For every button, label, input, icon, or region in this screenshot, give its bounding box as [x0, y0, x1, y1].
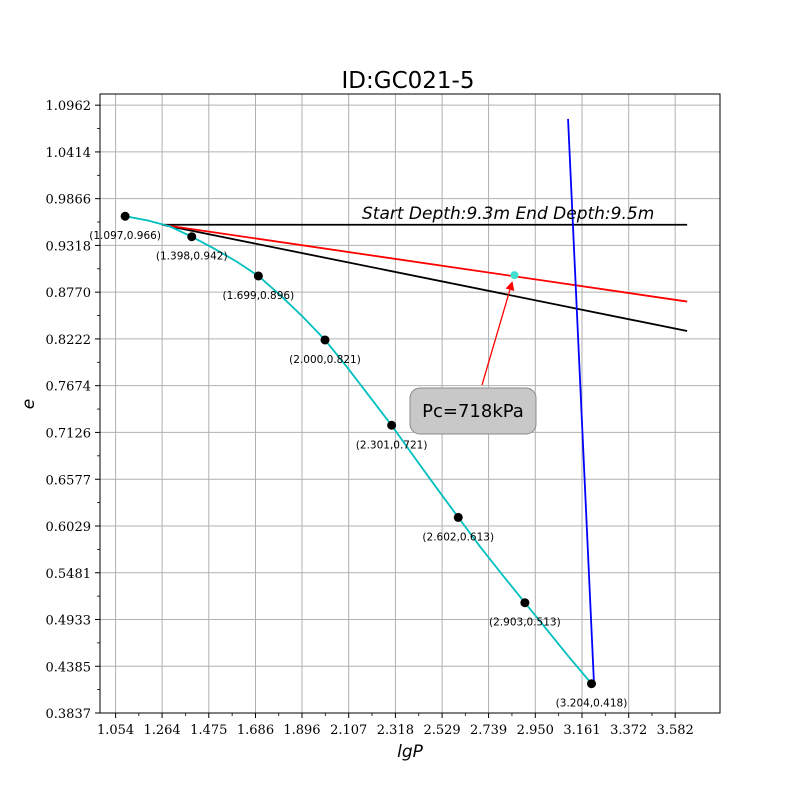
plot-frame: [99, 93, 721, 714]
data-point-label: (3.204,0.418): [556, 698, 628, 710]
compression-line-line: [567, 118, 595, 686]
axes: 1.054 1.264 1.475 1.686 1.896 2.107 2.318 2.529…: [46, 93, 721, 738]
pc-arrow: [481, 289, 511, 386]
y-tick-label: 0.8770: [46, 286, 92, 301]
x-tick-label: 1.264: [143, 723, 180, 738]
data-point-label: (1.699,0.896): [223, 290, 295, 302]
x-tick-label: 1.686: [237, 723, 274, 738]
y-tick-label: 1.0962: [46, 99, 92, 114]
y-tick-label: 0.9866: [46, 193, 92, 208]
chart-title: ID:GC021-5: [342, 68, 475, 94]
x-tick-label: 3.582: [657, 723, 694, 738]
data-point: [520, 598, 530, 608]
x-tick-label: 1.896: [283, 723, 320, 738]
pc-arrowhead: [505, 281, 515, 292]
y-tick-label: 1.0414: [46, 146, 92, 161]
data-point: [320, 335, 330, 345]
x-tick-label: 1.054: [97, 723, 134, 738]
y-tick-label: 0.7674: [46, 380, 92, 395]
data-point: [253, 271, 263, 281]
y-tick-label: 0.9318: [46, 239, 92, 254]
y-tick-label: 0.3837: [46, 707, 92, 722]
x-tick-label: 1.475: [190, 723, 227, 738]
bisector-line: [161, 223, 688, 303]
x-tick-label: 2.739: [470, 723, 507, 738]
data-point-label: (2.602,0.613): [422, 531, 494, 543]
points-layer: (1.097,0.966) (1.398,0.942) (1.699,0.896) (…: [89, 211, 628, 710]
data-point-label: (1.398,0.942): [156, 251, 228, 263]
y-tick-label: 0.8222: [46, 333, 92, 348]
compression-curve: [124, 215, 593, 685]
data-point: [187, 232, 197, 242]
x-tick-label: 2.950: [517, 723, 554, 738]
tangent-line: [161, 223, 688, 332]
y-tick-label: 0.7126: [46, 426, 92, 441]
y-axis-label: e: [19, 399, 39, 409]
y-tick-label: 0.6029: [46, 520, 92, 535]
x-tick-label: 2.318: [377, 723, 414, 738]
data-point-label: (2.000,0.821): [289, 354, 361, 366]
data-point-label: (2.903,0.513): [489, 617, 561, 629]
x-axis-label: lgP: [397, 742, 424, 762]
data-point: [587, 679, 597, 689]
y-tick-label: 0.5481: [46, 567, 92, 582]
pc-marker: [510, 271, 519, 280]
data-point: [120, 211, 130, 221]
y-tick-label: 0.4385: [46, 660, 92, 675]
grid: [100, 94, 720, 714]
pc-callout-text: Pc=718kPa: [422, 401, 524, 422]
x-tick-label: 2.529: [423, 723, 460, 738]
y-tick-label: 0.6577: [46, 473, 92, 488]
pc-callout-box: [409, 387, 537, 435]
depth-annotation: Start Depth:9.3m End Depth:9.5m: [362, 204, 654, 224]
x-tick-label: 2.107: [330, 723, 367, 738]
y-tick-label: 0.4933: [46, 614, 92, 629]
curve-layer: [124, 215, 593, 685]
callout-layer: Pc=718kPa Start Depth:9.3m End Depth:9.5…: [362, 204, 654, 435]
data-point-label: (2.301,0.721): [356, 439, 428, 451]
x-tick-label: 3.372: [610, 723, 647, 738]
data-point: [387, 420, 397, 430]
data-point-label: (1.097,0.966): [89, 230, 161, 242]
x-tick-label: 3.161: [563, 723, 600, 738]
data-point: [453, 512, 463, 522]
reference-lines: [161, 118, 688, 686]
